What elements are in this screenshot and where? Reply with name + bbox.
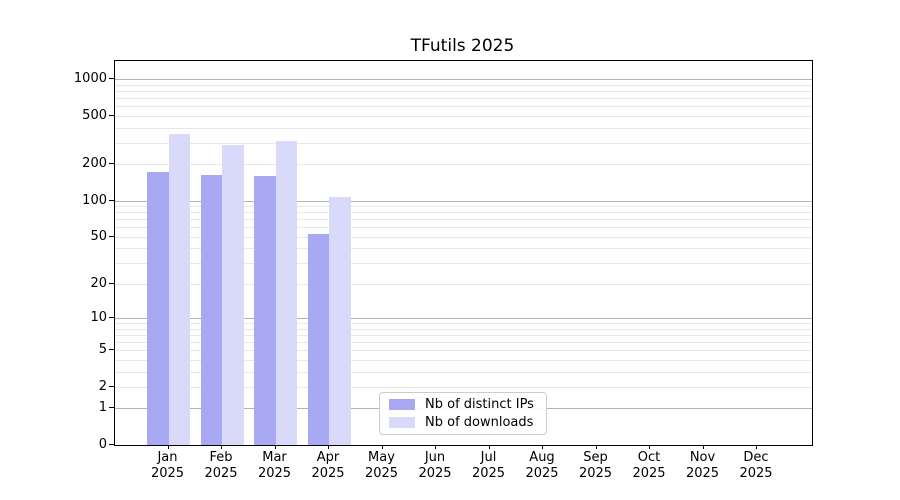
gridline-300 bbox=[115, 143, 812, 144]
gridline-70 bbox=[115, 219, 812, 220]
legend-label-downloads: Nb of downloads bbox=[425, 414, 534, 430]
plot-area bbox=[114, 60, 813, 446]
x-tick-mark-apr bbox=[328, 445, 329, 449]
x-tick-label-oct: Oct 2025 bbox=[632, 450, 666, 481]
x-tick-label-jan: Jan 2025 bbox=[150, 450, 185, 481]
y-tick-label-10: 10 bbox=[90, 310, 107, 326]
legend-row-downloads: Nb of downloads bbox=[380, 414, 546, 430]
y-tick-label-0: 0 bbox=[98, 437, 107, 452]
gridline-30 bbox=[115, 263, 812, 264]
y-tick-label-20: 20 bbox=[90, 275, 107, 291]
y-tick-label-1: 1 bbox=[98, 400, 107, 416]
y-tick-mark-0 bbox=[109, 444, 114, 445]
x-tick-mark-dec bbox=[756, 445, 757, 449]
x-tick-label-sep: Sep 2025 bbox=[578, 450, 613, 481]
legend-label-distinct-ips: Nb of distinct IPs bbox=[425, 396, 534, 412]
x-tick-label-nov: Nov 2025 bbox=[685, 450, 720, 481]
gridline-200 bbox=[115, 164, 812, 165]
x-tick-label-jun: Jun 2025 bbox=[418, 450, 452, 481]
y-tick-mark-2 bbox=[109, 386, 114, 387]
gridline-4 bbox=[115, 360, 812, 361]
gridline-9 bbox=[115, 323, 812, 324]
gridline-500 bbox=[115, 116, 812, 117]
y-tick-mark-50 bbox=[109, 236, 114, 237]
gridline-10 bbox=[115, 318, 812, 319]
gridline-6 bbox=[115, 342, 812, 343]
x-tick-mark-oct bbox=[649, 445, 650, 449]
y-tick-label-5: 5 bbox=[98, 342, 107, 358]
bar-apr-downloads bbox=[329, 196, 351, 445]
x-tick-mark-feb bbox=[221, 445, 222, 449]
x-tick-mark-mar bbox=[275, 445, 276, 449]
gridline-600 bbox=[115, 106, 812, 107]
gridline-700 bbox=[115, 98, 812, 99]
x-tick-label-jul: Jul 2025 bbox=[471, 450, 506, 481]
y-tick-mark-1000 bbox=[109, 78, 114, 79]
x-tick-mark-aug bbox=[542, 445, 543, 449]
y-tick-mark-100 bbox=[109, 200, 114, 201]
x-tick-label-aug: Aug 2025 bbox=[525, 450, 559, 481]
gridline-7 bbox=[115, 335, 812, 336]
y-tick-label-500: 500 bbox=[82, 107, 107, 123]
y-tick-mark-5 bbox=[109, 349, 114, 350]
gridline-20 bbox=[115, 284, 812, 285]
bar-apr-distinct-ips bbox=[307, 233, 329, 445]
legend-swatch-downloads bbox=[389, 417, 415, 428]
x-tick-label-dec: Dec 2025 bbox=[739, 450, 773, 481]
gridline-90 bbox=[115, 206, 812, 207]
y-tick-label-1000: 1000 bbox=[73, 71, 107, 87]
x-tick-label-mar: Mar 2025 bbox=[257, 450, 292, 481]
x-tick-label-apr: Apr 2025 bbox=[311, 450, 345, 481]
x-tick-mark-nov bbox=[703, 445, 704, 449]
gridline-60 bbox=[115, 227, 812, 228]
gridline-80 bbox=[115, 212, 812, 213]
x-tick-mark-sep bbox=[596, 445, 597, 449]
y-tick-mark-20 bbox=[109, 283, 114, 284]
x-tick-mark-jan bbox=[168, 445, 169, 449]
x-tick-mark-may bbox=[382, 445, 383, 449]
gridline-5 bbox=[115, 350, 812, 351]
chart-title: TFutils 2025 bbox=[410, 36, 515, 56]
bar-jan-distinct-ips bbox=[147, 172, 169, 445]
y-tick-mark-10 bbox=[109, 317, 114, 318]
gridline-2 bbox=[115, 387, 812, 388]
gridline-900 bbox=[115, 85, 812, 86]
bar-feb-downloads bbox=[222, 144, 244, 445]
gridline-8 bbox=[115, 329, 812, 330]
y-tick-label-200: 200 bbox=[82, 156, 107, 172]
y-tick-mark-500 bbox=[109, 115, 114, 116]
legend-row-distinct-ips: Nb of distinct IPs bbox=[380, 396, 546, 412]
gridline-100 bbox=[115, 201, 812, 202]
y-tick-label-100: 100 bbox=[82, 192, 107, 208]
gridline-1000 bbox=[115, 79, 812, 80]
x-tick-mark-jun bbox=[435, 445, 436, 449]
bar-mar-downloads bbox=[275, 141, 297, 445]
gridline-800 bbox=[115, 91, 812, 92]
legend-swatch-distinct-ips bbox=[389, 399, 415, 410]
gridline-400 bbox=[115, 128, 812, 129]
y-tick-mark-200 bbox=[109, 163, 114, 164]
y-tick-label-2: 2 bbox=[98, 378, 107, 394]
y-tick-label-50: 50 bbox=[90, 228, 107, 244]
bar-jan-downloads bbox=[168, 133, 190, 445]
gridline-50 bbox=[115, 237, 812, 238]
x-tick-mark-jul bbox=[489, 445, 490, 449]
x-tick-label-feb: Feb 2025 bbox=[204, 450, 238, 481]
y-tick-mark-1 bbox=[109, 407, 114, 408]
legend: Nb of distinct IPs Nb of downloads bbox=[379, 392, 547, 435]
gridline-3 bbox=[115, 372, 812, 373]
bar-mar-distinct-ips bbox=[254, 176, 276, 445]
x-tick-label-may: May 2025 bbox=[364, 450, 399, 481]
gridline-40 bbox=[115, 248, 812, 249]
bar-feb-distinct-ips bbox=[200, 174, 222, 445]
